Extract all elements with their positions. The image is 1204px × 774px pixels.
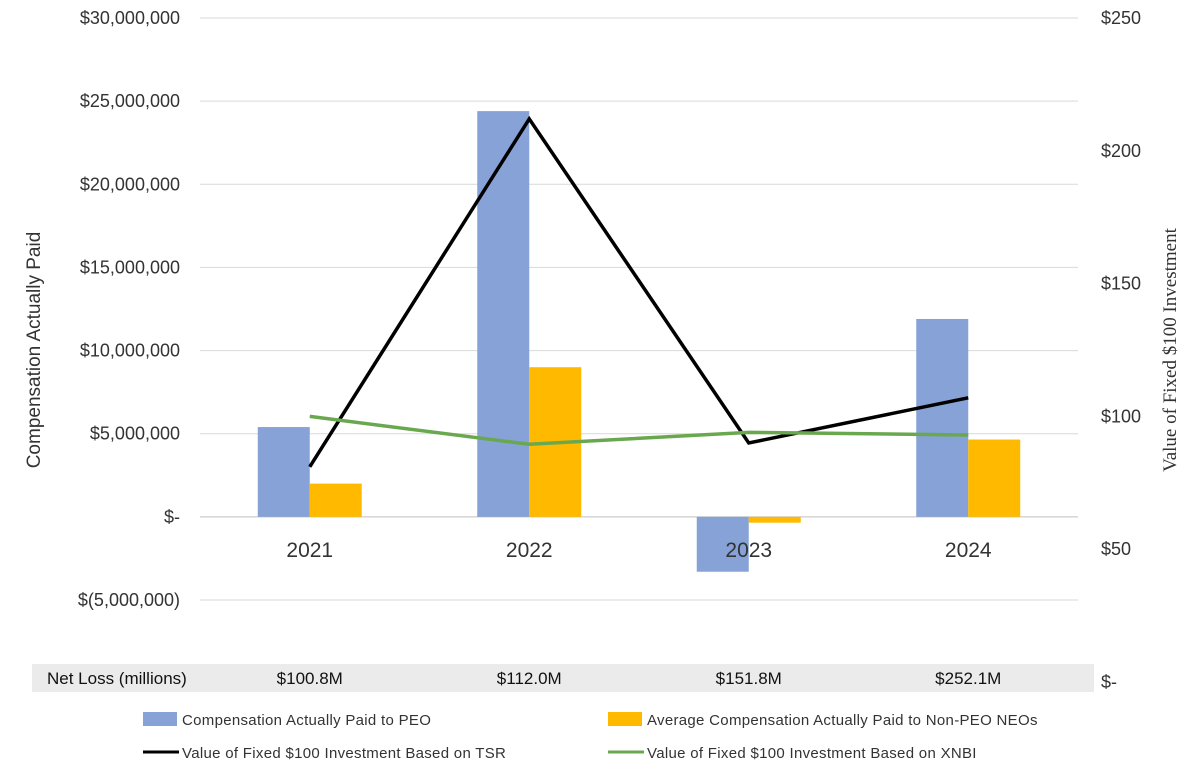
legend: Compensation Actually Paid to PEO Averag…: [143, 712, 1038, 762]
legend-swatch-non-peo: [608, 712, 642, 726]
category-labels: 2021 2022 2023 2024: [286, 539, 992, 562]
secondary-y-tick-label: $-: [1101, 672, 1117, 692]
primary-y-axis-ticks: $30,000,000 $25,000,000 $20,000,000 $15,000…: [78, 8, 180, 610]
bar: [257, 427, 310, 517]
series-line: [309, 414, 969, 447]
primary-y-tick-label: $15,000,000: [80, 257, 180, 277]
primary-y-tick-label: $30,000,000: [80, 8, 180, 28]
category-label: 2021: [286, 539, 333, 562]
secondary-y-tick-label: $50: [1101, 539, 1131, 559]
primary-y-tick-label: $(5,000,000): [78, 590, 180, 610]
legend-label-xnbi: Value of Fixed $100 Investment Based on …: [647, 745, 977, 762]
net-loss-value: $151.8M: [716, 669, 782, 688]
bar: [477, 111, 530, 517]
primary-y-tick-label: $20,000,000: [80, 174, 180, 194]
bar: [748, 516, 801, 523]
primary-y-tick-label: $-: [164, 507, 180, 527]
primary-y-axis-label: Compensation Actually Paid: [24, 232, 45, 469]
category-label: 2024: [945, 539, 992, 562]
secondary-y-axis-ticks: $250 $200 $150 $100 $50 $-: [1101, 8, 1141, 692]
net-loss-value: $100.8M: [277, 669, 343, 688]
category-label: 2022: [506, 539, 553, 562]
bar: [309, 483, 362, 517]
secondary-y-tick-label: $100: [1101, 406, 1141, 426]
bar: [916, 318, 969, 517]
net-loss-value: $112.0M: [497, 669, 562, 688]
net-loss-value: $252.1M: [935, 669, 1001, 688]
secondary-y-tick-label: $150: [1101, 274, 1141, 294]
legend-swatch-peo: [143, 712, 177, 726]
legend-label-non-peo: Average Compensation Actually Paid to No…: [647, 712, 1038, 729]
legend-label-peo: Compensation Actually Paid to PEO: [182, 712, 431, 729]
primary-y-tick-label: $10,000,000: [80, 341, 180, 361]
bar: [696, 516, 749, 572]
net-loss-band: [32, 664, 1094, 692]
series-line: [308, 115, 969, 468]
net-loss-label: Net Loss (millions): [47, 669, 187, 688]
primary-y-tick-label: $5,000,000: [90, 424, 180, 444]
legend-label-tsr: Value of Fixed $100 Investment Based on …: [182, 745, 506, 762]
category-label: 2023: [725, 539, 772, 562]
bar-series: [257, 111, 1021, 572]
bar: [968, 439, 1021, 517]
secondary-y-tick-label: $250: [1101, 8, 1141, 28]
net-loss-values: $100.8M $112.0M $151.8M $252.1M: [277, 669, 1002, 688]
secondary-y-tick-label: $200: [1101, 141, 1141, 161]
line-series: [308, 115, 969, 468]
secondary-y-axis-label: Value of Fixed $100 Investment: [1160, 227, 1181, 472]
primary-y-tick-label: $25,000,000: [80, 91, 180, 111]
